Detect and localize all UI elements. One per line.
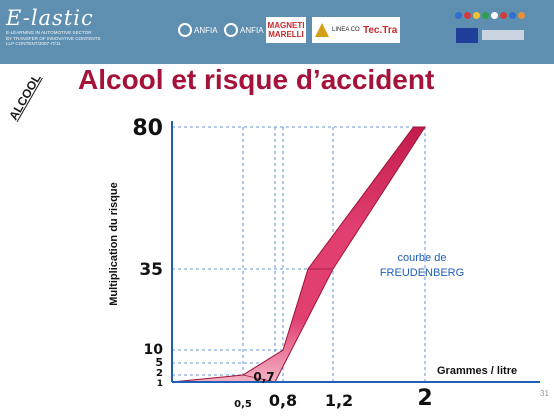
lifelong-learning-logo [482,30,524,40]
x-tick-label: 2 [417,386,432,411]
flag-icon [464,12,471,19]
x-tick-label: 0,5 [234,399,252,410]
y-tick-label: 5 [155,356,163,369]
flag-icon [473,12,480,19]
flag-icon [455,12,462,19]
tectra-logo: Tec.Tra [360,17,401,43]
brand-line: E-LEARNING IN AUTOMOTIVE SECTOR [6,30,92,35]
magneti-marelli-logo: MAGNETI MARELLI [266,17,306,43]
flag-icon [482,12,489,19]
curve-label-line: courbe de [397,252,447,264]
anfia-circle-icon [178,23,192,37]
x-tick-labels: 0,5 0,7 0,8 1,2 2 [234,370,433,411]
partner-flags [455,12,525,19]
anfia-logo: ANFIA [178,17,218,43]
x-tick-label: 0,7 [253,370,274,384]
y-tick-label: 1 [157,379,163,389]
partner-name: LINEA CONTINO [332,27,379,33]
partner-name: MAGNETI MARELLI [267,21,305,39]
flag-icon [491,12,498,19]
curve-label-line: FREUDENBERG [379,267,465,279]
eu-flag-icon [456,28,478,43]
band-divider [242,374,276,383]
brand-line: BY TRANSFER OF INNOVATIVE CONTENTS [6,35,101,41]
y-tick-label: 80 [132,116,163,141]
triangle-icon [315,23,329,37]
y-tick-label: 35 [139,260,163,280]
risk-band [171,126,426,383]
flag-icon [518,12,525,19]
partner-name: ANFIA [194,25,218,35]
flag-icon [509,12,516,19]
anfia-circle-icon [224,23,238,37]
anfia-logo: ANFIA [224,17,264,43]
x-tick-label: 0,8 [269,391,297,410]
brand-name: E-lastic [6,6,94,30]
curve-label: courbe de FREUDENBERG [372,251,472,281]
x-axis-label: Grammes / litre [437,365,518,377]
risk-band-area [171,126,426,383]
slide-title: Alcool et risque d’accident [78,64,435,95]
partner-name: Tec.Tra [363,24,398,36]
flag-icon [500,12,507,19]
elastic-logo: E-lastic E-LEARNING IN AUTOMOTIVE SECTOR… [6,6,102,60]
y-tick-label: 2 [156,368,163,379]
page-number: 31 [540,389,549,398]
partner-name: ANFIA [240,25,264,35]
brand-line: LLP CONTENT/2007-IT/11 [6,41,61,47]
x-tick-label: 1,2 [325,391,353,410]
header-bar: E-lastic E-LEARNING IN AUTOMOTIVE SECTOR… [0,0,554,64]
y-tick-label: 10 [144,342,164,358]
